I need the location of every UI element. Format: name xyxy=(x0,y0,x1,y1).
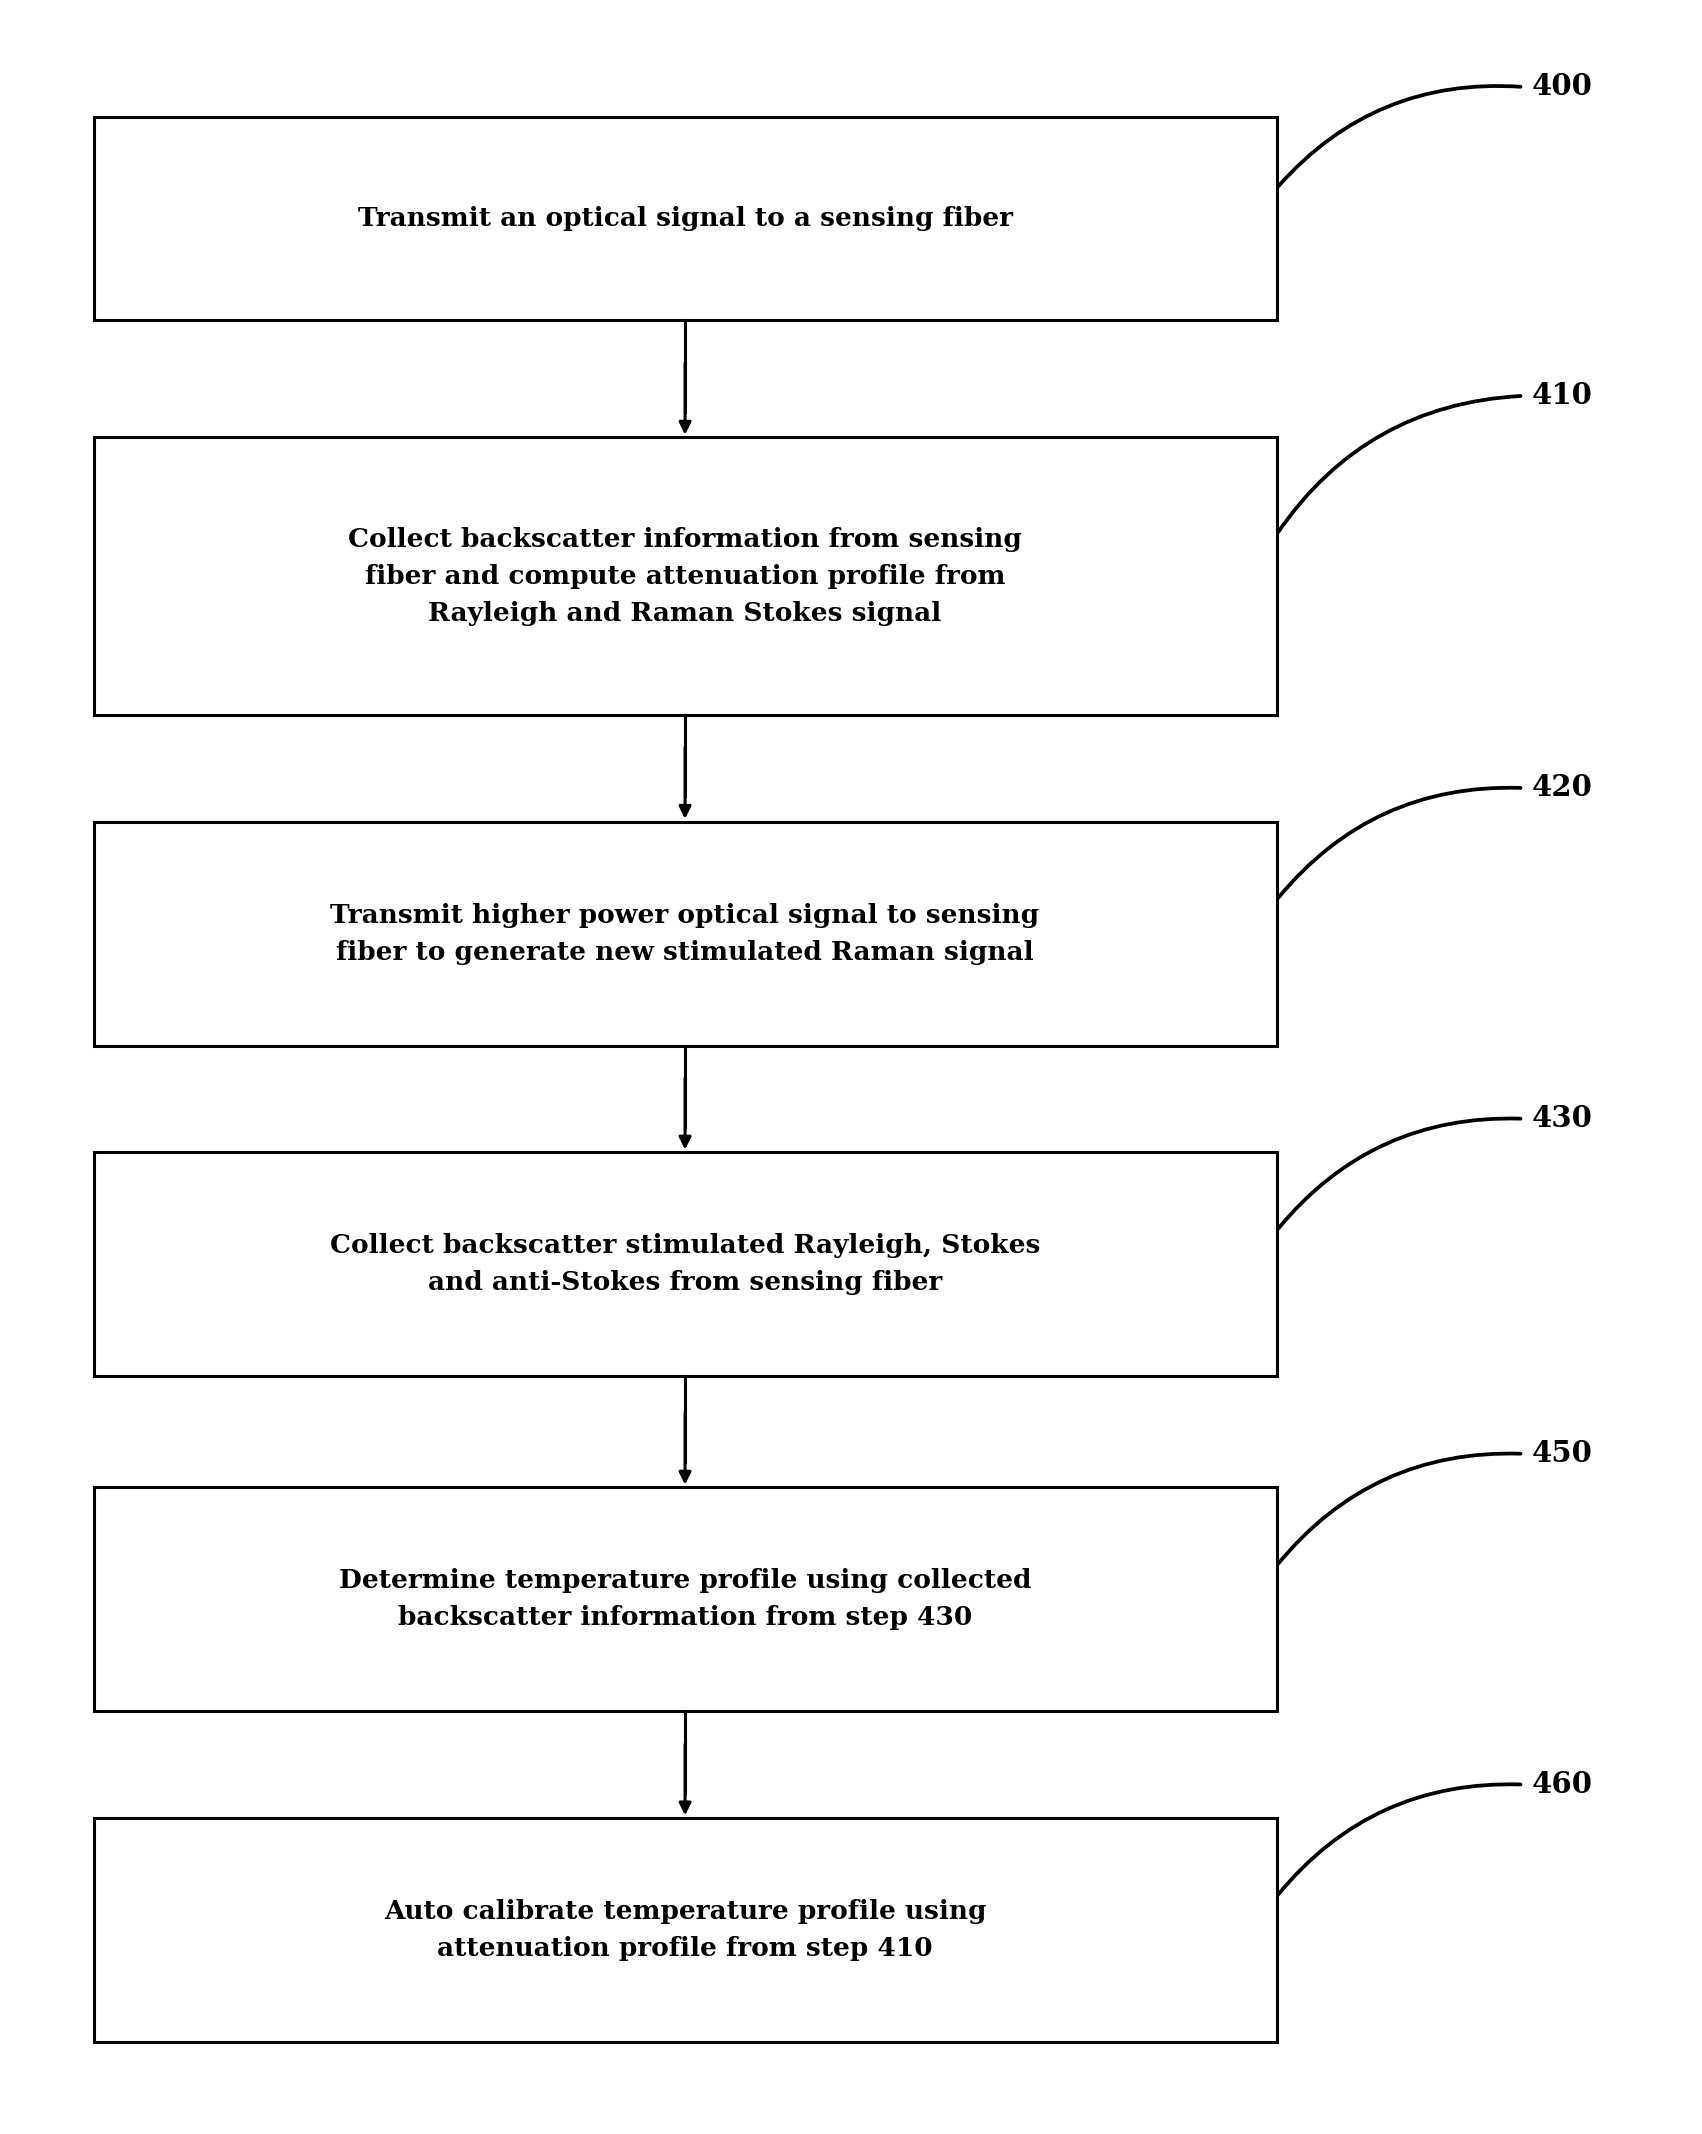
Bar xyxy=(94,822,1276,1046)
Text: Transmit an optical signal to a sensing fiber: Transmit an optical signal to a sensing … xyxy=(357,207,1013,230)
Text: Transmit higher power optical signal to sensing
fiber to generate new stimulated: Transmit higher power optical signal to … xyxy=(330,903,1040,965)
Text: Collect backscatter stimulated Rayleigh, Stokes
and anti-Stokes from sensing fib: Collect backscatter stimulated Rayleigh,… xyxy=(330,1233,1040,1295)
Text: Determine temperature profile using collected
backscatter information from step : Determine temperature profile using coll… xyxy=(339,1568,1031,1630)
Bar xyxy=(94,1152,1276,1376)
Text: 400: 400 xyxy=(1532,73,1593,102)
Bar xyxy=(94,437,1276,715)
Text: 430: 430 xyxy=(1532,1103,1593,1133)
Text: 410: 410 xyxy=(1532,382,1593,410)
Bar xyxy=(94,1818,1276,2042)
Bar xyxy=(94,1487,1276,1711)
Text: Collect backscatter information from sensing
fiber and compute attenuation profi: Collect backscatter information from sen… xyxy=(349,527,1021,625)
Text: Auto calibrate temperature profile using
attenuation profile from step 410: Auto calibrate temperature profile using… xyxy=(385,1899,985,1961)
Text: 450: 450 xyxy=(1532,1438,1593,1468)
Text: 420: 420 xyxy=(1532,773,1593,802)
Text: 460: 460 xyxy=(1532,1769,1593,1799)
Bar xyxy=(94,117,1276,320)
